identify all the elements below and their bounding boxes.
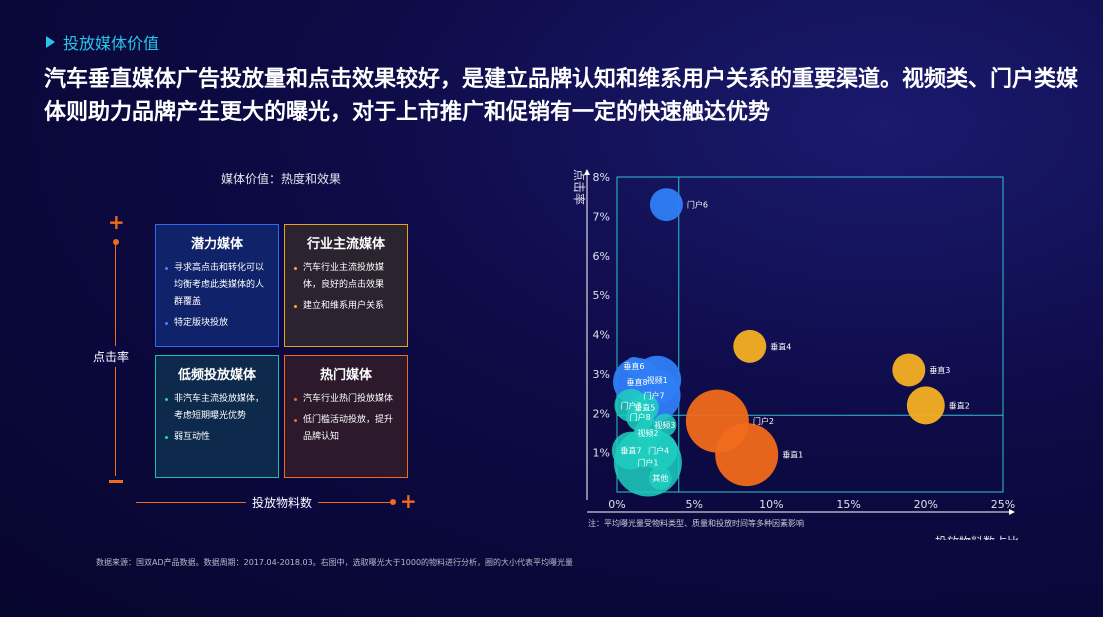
data-label: 门户7 — [644, 391, 665, 401]
triangle-icon — [46, 36, 55, 48]
quadrant-title: 潜力媒体 — [190, 237, 243, 252]
x-tick-label: 0% — [608, 498, 625, 511]
data-label: 门户3 — [620, 400, 641, 410]
y-axis-arrow-icon — [584, 169, 590, 175]
quadrant-title: 行业主流媒体 — [306, 237, 385, 252]
x-tick-label: 5% — [685, 498, 702, 511]
quadrant-item: 特定版块投放 — [164, 315, 270, 332]
data-label: 门户1 — [637, 457, 658, 467]
data-label: 垂直4 — [770, 341, 791, 351]
quadrant-low-frequency-media: 低频投放媒体 非汽车主流投放媒体，考虑短期曝光优势 弱互动性 — [155, 355, 279, 478]
section-tag-label: 投放媒体价值 — [63, 34, 160, 53]
plus-icon-top: + — [108, 210, 125, 234]
quadrant-item: 非汽车主流投放媒体，考虑短期曝光优势 — [164, 391, 270, 425]
matrix-y-label: 点击率 — [93, 346, 130, 367]
bubble-point — [648, 466, 672, 490]
bubble-point — [653, 413, 677, 437]
quadrant-item: 建立和维系用户关系 — [293, 298, 399, 315]
data-label: 垂直5 — [634, 402, 655, 412]
data-label: 垂直3 — [929, 365, 950, 375]
quadrant-hot-media: 热门媒体 汽车行业热门投放媒体 低门槛活动投放，提升品牌认知 — [284, 355, 408, 478]
y-tick-label: 8% — [593, 171, 610, 184]
section-tag: 投放媒体价值 — [46, 30, 159, 54]
data-label: 门户4 — [648, 446, 669, 456]
axis-dot-right — [390, 499, 396, 505]
x-tick-label: 15% — [836, 498, 860, 511]
quadrant-item: 汽车行业主流投放媒体，良好的点击效果 — [293, 260, 399, 294]
chart-footnote: 注：平均曝光量受物料类型、质量和投放时间等多种因素影响 — [588, 519, 804, 528]
bubble-chart: 1% 2% 3% 4% 5% 6% 7% 8% 0% 5% 10% 15% 20% 25% 投放物料数占比 点… — [572, 169, 1019, 540]
data-label: 垂直7 — [620, 446, 641, 456]
bubble-point — [892, 353, 926, 387]
x-tick-label: 20% — [914, 498, 938, 511]
y-tick-label: 4% — [593, 329, 610, 342]
axis-dot-top — [113, 239, 119, 245]
data-label: 垂直8 — [627, 377, 648, 387]
y-tick-label: 7% — [593, 210, 610, 223]
quadrant-item: 弱互动性 — [164, 429, 270, 446]
plot-frame — [616, 176, 1004, 493]
bubble-point — [906, 386, 945, 425]
data-source-note: 数据来源：国双AD产品数据。数据周期：2017.04-2018.03。右图中，选… — [96, 558, 574, 567]
data-label: 视频2 — [637, 428, 658, 438]
data-label: 门户2 — [753, 416, 774, 426]
data-label: 垂直2 — [949, 400, 970, 410]
data-label: 门户8 — [630, 412, 651, 422]
bubble-point — [715, 423, 779, 487]
matrix-title: 媒体价值：热度和效果 — [220, 172, 341, 186]
x-axis-title: 投放物料数占比 — [935, 534, 1019, 540]
quadrant-item: 寻求高点击和转化可以均衡考虑此类媒体的人群覆盖 — [164, 260, 270, 311]
quadrant-potential-media: 潜力媒体 寻求高点击和转化可以均衡考虑此类媒体的人群覆盖 特定版块投放 — [155, 224, 279, 347]
data-label: 视频3 — [654, 420, 675, 430]
y-tick-label: 1% — [593, 447, 610, 460]
quadrant-mainstream-media: 行业主流媒体 汽车行业主流投放媒体，良好的点击效果 建立和维系用户关系 — [284, 224, 408, 347]
y-tick-label: 3% — [593, 368, 610, 381]
y-tick-label: 5% — [593, 289, 610, 302]
data-label: 视频1 — [647, 375, 668, 385]
quadrant-item: 低门槛活动投放，提升品牌认知 — [293, 412, 399, 446]
plus-icon-right: + — [400, 489, 417, 513]
data-label: 垂直6 — [623, 361, 644, 371]
bubble-point — [649, 188, 683, 222]
bubble-point — [633, 355, 682, 404]
data-label: 门户6 — [687, 200, 708, 210]
matrix-x-label: 投放物料数 — [246, 494, 319, 511]
quadrant-item: 汽车行业热门投放媒体 — [293, 391, 399, 408]
bubble-point — [733, 329, 767, 363]
headline: 汽车垂直媒体广告投放量和点击效果较好，是建立品牌认知和维系用户关系的重要渠道。视… — [44, 67, 1079, 125]
quadrant-title: 低频投放媒体 — [177, 368, 256, 383]
y-axis-title: 点击率 — [572, 169, 587, 205]
data-label: 其他 — [652, 473, 668, 483]
x-tick-label: 25% — [991, 498, 1015, 511]
x-axis-arrow-icon — [1009, 509, 1015, 515]
minus-icon — [109, 480, 123, 483]
y-tick-label: 6% — [593, 250, 610, 263]
y-tick-label: 2% — [593, 407, 610, 420]
quadrant-title: 热门媒体 — [319, 368, 372, 383]
x-tick-label: 10% — [759, 498, 783, 511]
data-label: 垂直1 — [782, 450, 803, 460]
bubble-point — [624, 357, 643, 375]
